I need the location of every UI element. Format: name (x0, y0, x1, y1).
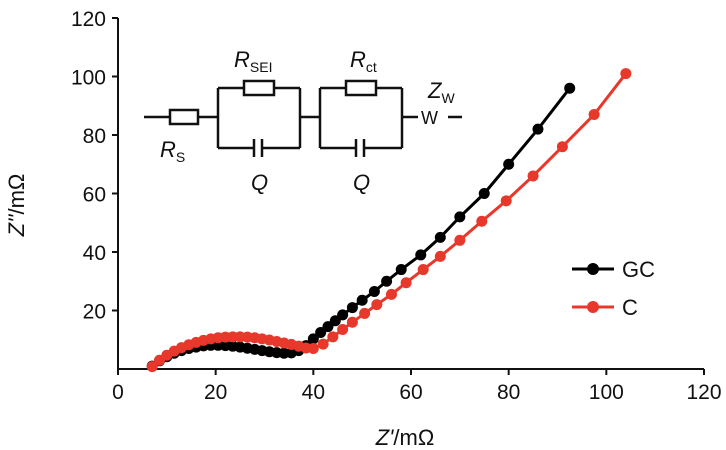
x-tick-label: 60 (399, 381, 422, 404)
data-point-c (385, 288, 397, 300)
equivalent-circuit-inset (144, 79, 462, 157)
data-point-gc (315, 326, 327, 338)
y-tick-label: 100 (71, 67, 106, 90)
label-q2: Q (353, 170, 370, 195)
data-point-c (527, 170, 539, 182)
data-point-c (434, 250, 446, 262)
data-point-gc (415, 249, 427, 261)
inset-labels: RS RSEI Q Rct Q ZW W (160, 47, 455, 195)
x-tick-label: 20 (204, 381, 227, 404)
legend-marker-gc (587, 263, 599, 275)
data-point-c (417, 264, 429, 276)
legend-entry-c: C (572, 295, 638, 320)
label-rsei: RSEI (234, 47, 272, 75)
y-tick-label: 60 (83, 184, 106, 207)
data-point-gc (434, 231, 446, 243)
data-point-c (620, 68, 632, 80)
data-point-gc (454, 211, 466, 223)
data-point-gc (564, 82, 576, 94)
legend-marker-c (587, 301, 599, 313)
x-tick-label: 80 (497, 381, 520, 404)
data-point-gc (356, 294, 368, 306)
label-warburg-element: W (421, 108, 438, 128)
resistor-rsei (242, 79, 276, 97)
data-point-gc (503, 158, 515, 170)
data-point-gc (346, 302, 358, 314)
data-point-gc (532, 123, 544, 135)
data-point-gc (337, 309, 349, 321)
data-point-gc (329, 315, 341, 327)
label-q1: Q (251, 170, 268, 195)
label-rct: Rct (350, 47, 377, 75)
x-ticks: 0 20 40 60 80 100 120 (112, 369, 722, 404)
y-axis-title: Z''/mΩ (4, 174, 29, 238)
data-point-c (359, 307, 371, 319)
data-point-c (346, 316, 358, 328)
x-axis-title: Z'/mΩ (375, 425, 435, 450)
label-rs: RS (160, 137, 185, 165)
legend: GC C (572, 257, 655, 320)
y-tick-label: 80 (83, 125, 106, 148)
y-tick-label: 20 (83, 301, 106, 324)
series-c (146, 68, 632, 373)
series-line-c (151, 72, 628, 368)
data-point-gc (395, 264, 407, 276)
legend-label-gc: GC (622, 257, 655, 282)
series-gc (146, 82, 576, 372)
legend-label-c: C (622, 295, 638, 320)
data-point-c (337, 324, 349, 336)
data-point-c (317, 338, 329, 350)
data-point-c (371, 299, 383, 311)
y-tick-label: 120 (71, 8, 106, 31)
x-tick-label: 0 (112, 381, 124, 404)
data-point-gc (322, 321, 334, 333)
data-point-gc (381, 275, 393, 287)
y-tick-label: 40 (83, 242, 106, 265)
data-point-c (476, 215, 488, 227)
data-point-c (327, 331, 339, 343)
data-point-c (400, 277, 412, 289)
data-point-gc (478, 188, 490, 199)
label-zw: ZW (427, 78, 455, 106)
resistor-rct (344, 79, 378, 97)
x-tick-label: 100 (589, 381, 624, 404)
data-point-c (454, 234, 466, 246)
data-point-c (556, 141, 568, 153)
data-point-gc (368, 285, 380, 297)
x-tick-label: 40 (302, 381, 325, 404)
x-tick-label: 120 (686, 381, 721, 404)
y-ticks: 20 40 60 80 100 120 (71, 8, 118, 324)
data-point-c (307, 343, 319, 355)
axes (117, 18, 704, 370)
legend-entry-gc: GC (572, 257, 655, 282)
series-line-gc (151, 87, 571, 368)
data-point-c (500, 195, 512, 207)
data-point-gc (307, 333, 319, 345)
resistor-rs (168, 108, 200, 126)
data-point-c (588, 109, 600, 121)
data-point-c (146, 361, 158, 373)
series-layer (146, 68, 632, 373)
